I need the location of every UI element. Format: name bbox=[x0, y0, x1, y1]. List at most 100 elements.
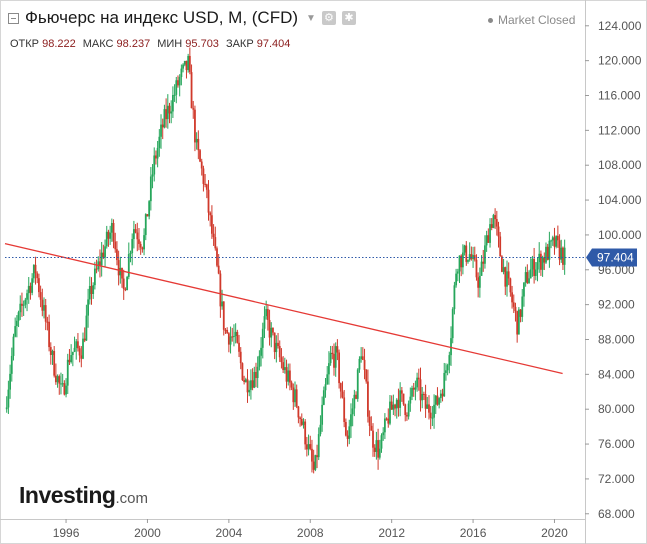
candle-body bbox=[509, 278, 512, 293]
candle-body bbox=[346, 435, 349, 439]
candle-body bbox=[212, 233, 215, 238]
candle-body bbox=[344, 422, 347, 436]
candle-body bbox=[536, 262, 539, 270]
candle-body bbox=[65, 385, 67, 395]
candle-body bbox=[460, 255, 463, 268]
candle-body bbox=[406, 415, 408, 417]
candle-body bbox=[341, 391, 344, 398]
candle-body bbox=[562, 247, 564, 265]
y-tick-label: 124.000 bbox=[598, 19, 642, 33]
y-tick-label: 116.000 bbox=[598, 88, 641, 102]
candle-body bbox=[155, 155, 157, 159]
candle-body bbox=[555, 235, 558, 247]
candle-body bbox=[404, 404, 407, 416]
candle-body bbox=[122, 278, 125, 289]
candle-body bbox=[117, 260, 120, 276]
candle-body bbox=[7, 389, 10, 408]
settings-gear-icon[interactable]: ⚙ bbox=[321, 11, 336, 25]
candle-body bbox=[411, 387, 413, 397]
candle-body bbox=[326, 374, 329, 385]
candle-body bbox=[545, 246, 547, 263]
candle-body bbox=[251, 380, 254, 388]
candle-body bbox=[49, 347, 52, 355]
candle-body bbox=[338, 352, 340, 384]
x-tick-label: 2016 bbox=[460, 526, 487, 540]
candle-body bbox=[244, 379, 247, 383]
candle-body bbox=[399, 390, 402, 408]
candle-body bbox=[516, 311, 519, 335]
candle-body bbox=[506, 271, 508, 287]
candle-body bbox=[102, 252, 105, 258]
candle-body bbox=[105, 231, 108, 247]
candle-body bbox=[424, 394, 427, 409]
candle-body bbox=[187, 55, 190, 71]
candle-body bbox=[80, 355, 83, 359]
candle-body bbox=[272, 327, 274, 333]
candle-body bbox=[238, 342, 240, 352]
ohlc-open: ОТКР 98.222 bbox=[10, 38, 76, 50]
candle-body bbox=[282, 362, 285, 371]
candle-body bbox=[27, 285, 30, 294]
candle-body bbox=[175, 80, 178, 95]
candle-body bbox=[322, 390, 325, 405]
candle-body bbox=[333, 353, 335, 368]
candle-body bbox=[446, 365, 449, 371]
candle-body bbox=[375, 440, 378, 452]
candle-body bbox=[414, 387, 417, 390]
candle-body bbox=[472, 255, 474, 260]
chevron-down-icon[interactable]: ▼ bbox=[306, 12, 316, 24]
candle-body bbox=[417, 377, 420, 380]
candle-body bbox=[392, 404, 395, 410]
candle-body bbox=[268, 320, 271, 338]
candle-body bbox=[309, 444, 312, 449]
candle-body bbox=[487, 235, 490, 243]
ohlc-high: МАКС 98.237 bbox=[82, 38, 151, 50]
candle-body bbox=[266, 309, 269, 321]
candle-body bbox=[205, 184, 208, 190]
y-tick-label: 120.000 bbox=[598, 54, 642, 68]
candle-body bbox=[353, 394, 356, 409]
candle-body bbox=[419, 379, 422, 401]
candle-body bbox=[461, 252, 464, 268]
candle-body bbox=[295, 389, 298, 407]
candle-body bbox=[109, 232, 112, 239]
candle-body bbox=[194, 109, 196, 143]
candle-body bbox=[312, 461, 315, 470]
candle-body bbox=[190, 72, 193, 109]
collapse-icon[interactable] bbox=[8, 12, 19, 24]
candle-body bbox=[134, 229, 137, 233]
candle-body bbox=[166, 105, 169, 120]
candle-body bbox=[551, 237, 554, 241]
candle-body bbox=[316, 455, 318, 458]
candle-body bbox=[317, 434, 320, 458]
y-tick-label: 112.000 bbox=[598, 123, 641, 137]
candle-body bbox=[339, 383, 342, 392]
candle-body bbox=[294, 389, 296, 403]
candle-body bbox=[451, 309, 454, 339]
candle-body bbox=[261, 328, 264, 348]
candle-body bbox=[355, 394, 357, 399]
candle-body bbox=[372, 430, 374, 448]
candle-body bbox=[253, 371, 256, 388]
candle-body bbox=[455, 273, 458, 286]
candle-body bbox=[165, 109, 168, 120]
candle-body bbox=[236, 331, 239, 343]
candle-body bbox=[336, 346, 339, 353]
candle-body bbox=[389, 401, 391, 424]
candle-body bbox=[58, 376, 61, 384]
candle-body bbox=[280, 357, 283, 363]
candle-body bbox=[231, 336, 234, 338]
gear-icon[interactable]: ✱ bbox=[341, 11, 356, 25]
candle-body bbox=[380, 435, 383, 449]
candle-body bbox=[367, 381, 369, 417]
candle-body bbox=[200, 161, 203, 169]
candle-body bbox=[168, 105, 171, 114]
candle-body bbox=[407, 403, 410, 417]
y-tick-label: 108.000 bbox=[598, 158, 642, 172]
ohlc-bar: ОТКР 98.222 МАКС 98.237 МИН 95.703 ЗАКР … bbox=[10, 38, 290, 50]
candle-body bbox=[485, 235, 488, 246]
candle-body bbox=[233, 336, 235, 338]
trendline bbox=[4, 243, 563, 375]
candle-body bbox=[456, 271, 459, 274]
